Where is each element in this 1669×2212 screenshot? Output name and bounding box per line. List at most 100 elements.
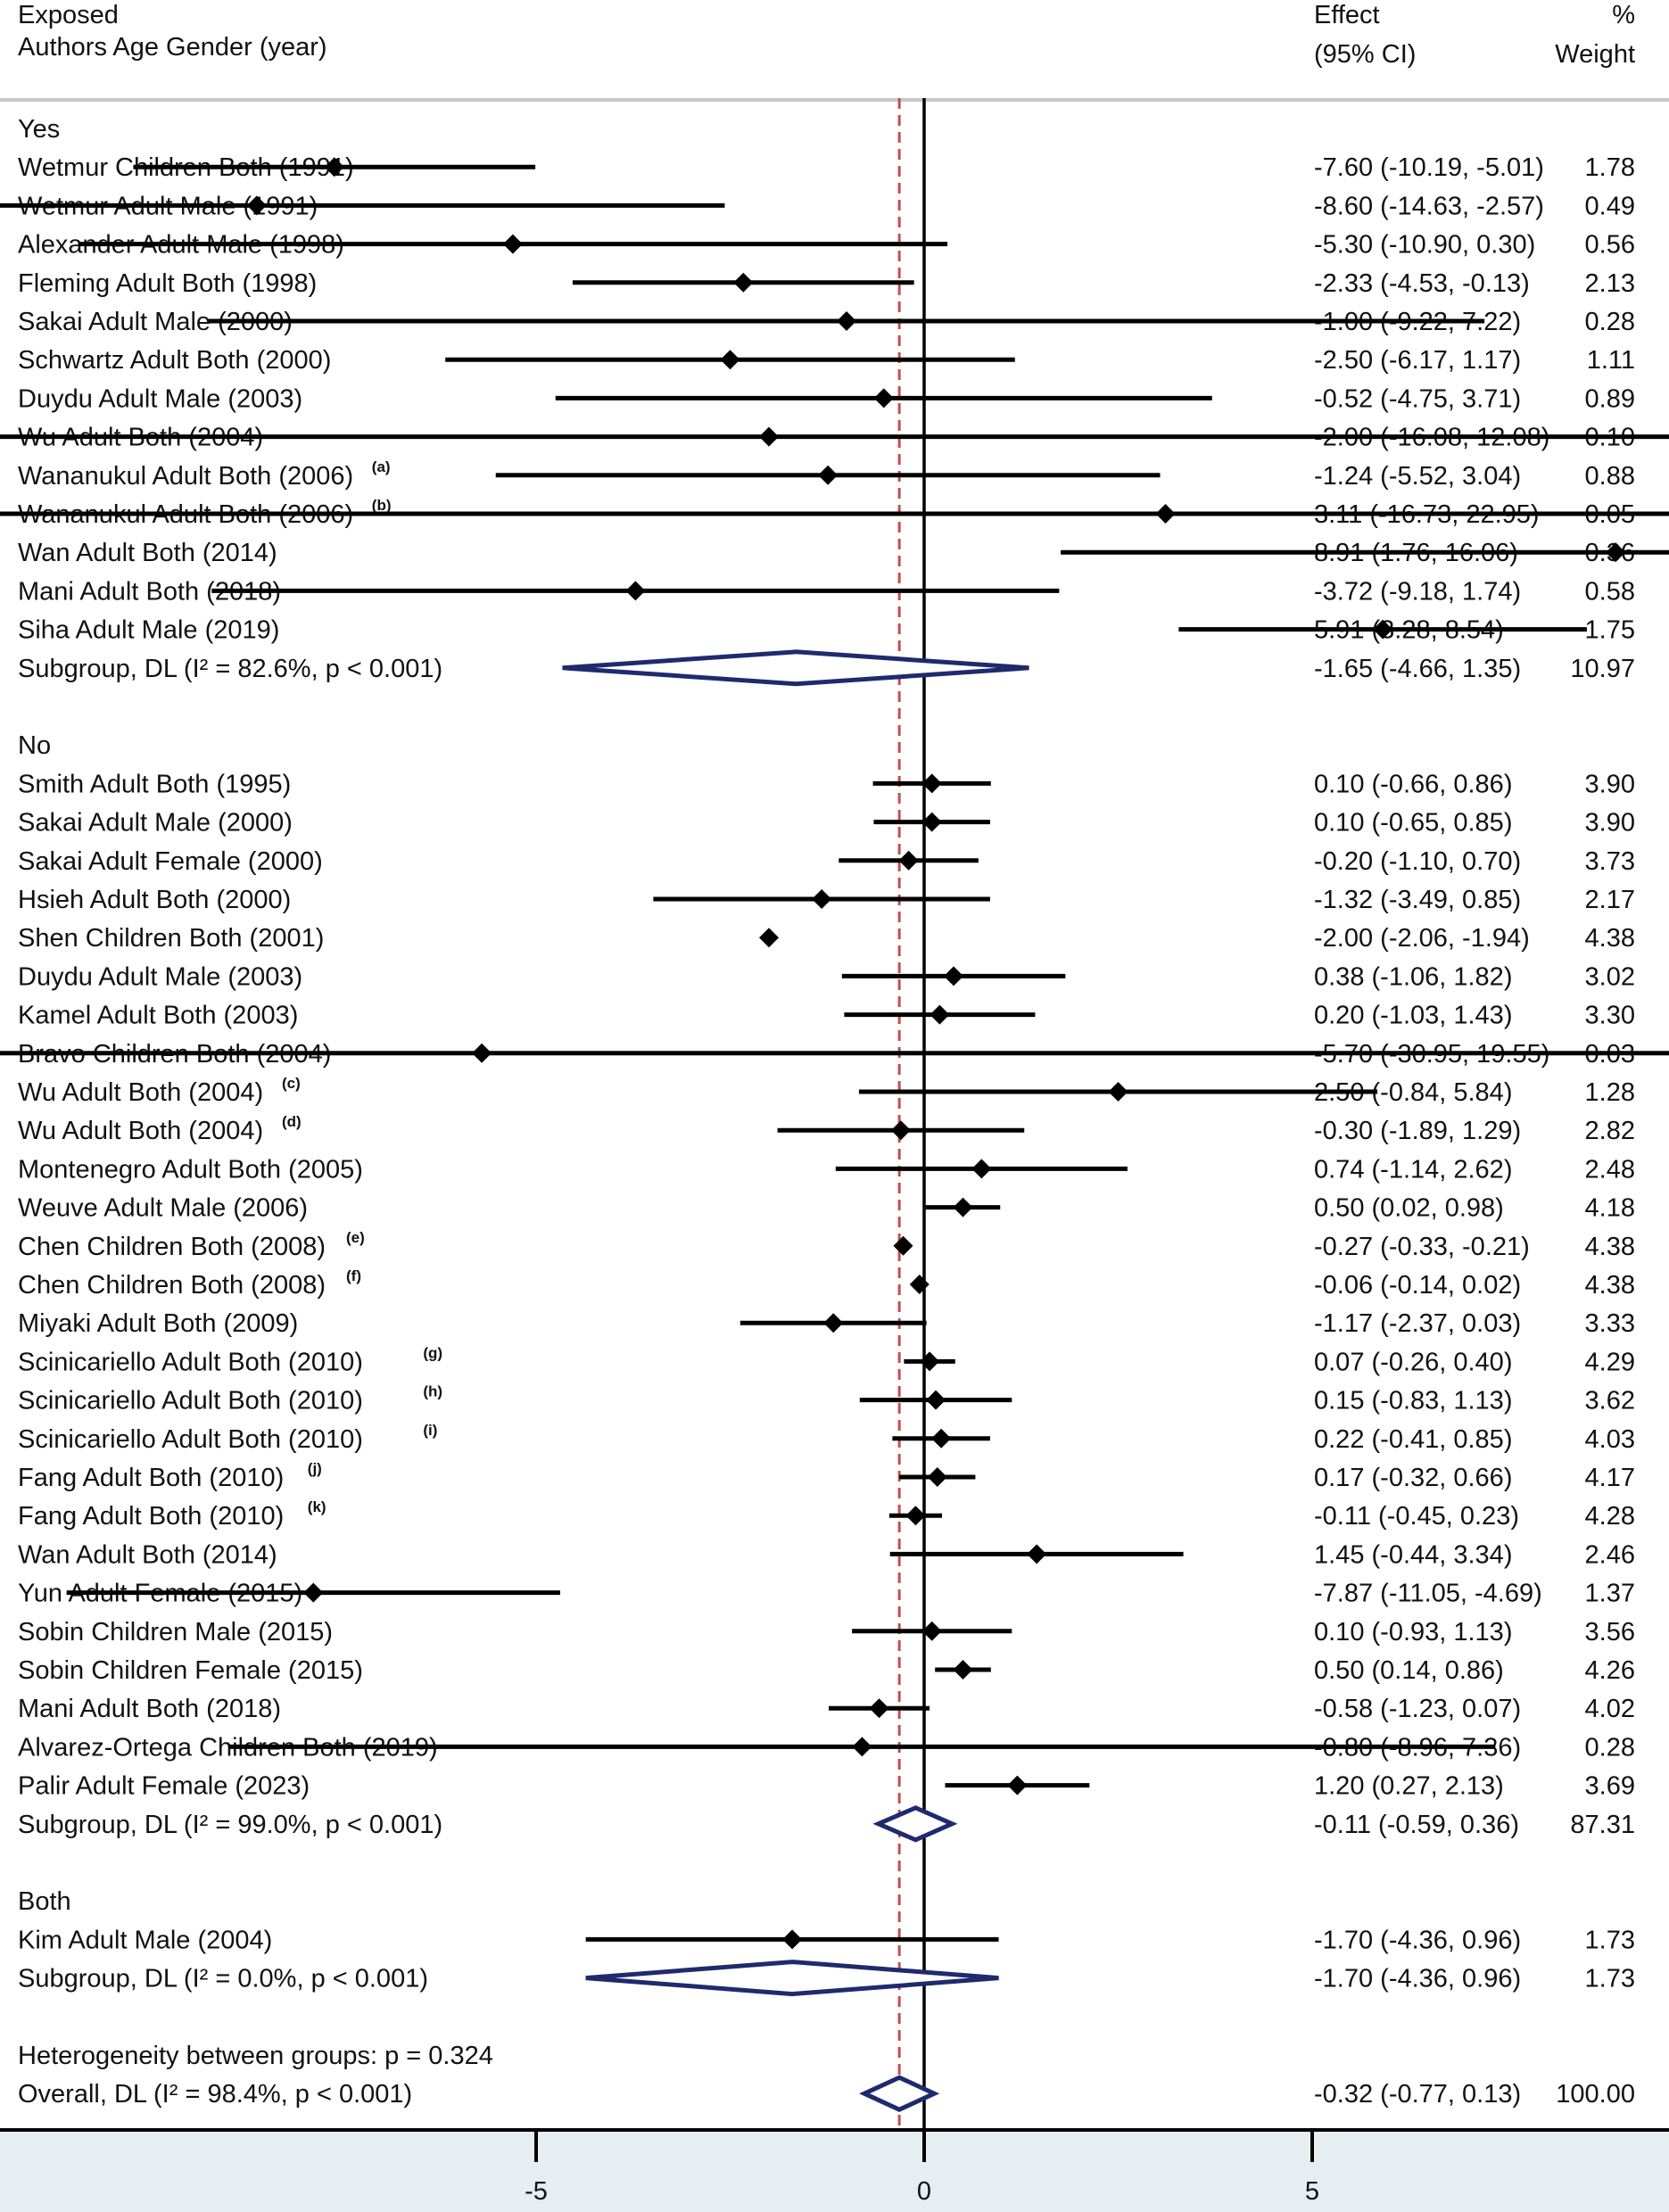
group-label: Both bbox=[18, 1887, 71, 1916]
row-label: Sakai Adult Female (2000) bbox=[18, 847, 323, 876]
point-estimate bbox=[818, 465, 839, 485]
point-estimate bbox=[905, 1506, 926, 1526]
row-label: Fleming Adult Both (1998) bbox=[18, 269, 317, 298]
weight-text: 100.00 bbox=[1556, 2080, 1635, 2109]
row-label: Smith Adult Both (1995) bbox=[18, 770, 291, 798]
row-label: Montenegro Adult Both (2005) bbox=[18, 1155, 363, 1184]
point-estimate bbox=[837, 311, 856, 331]
footnote-marker: (i) bbox=[423, 1422, 437, 1439]
point-estimate bbox=[869, 1698, 889, 1719]
effect-ci-text: 0.10 (-0.93, 1.13) bbox=[1314, 1618, 1512, 1647]
effect-ci-text: -3.72 (-9.18, 1.74) bbox=[1314, 577, 1521, 606]
point-estimate bbox=[720, 350, 740, 370]
point-estimate bbox=[625, 581, 646, 601]
effect-ci-text: 0.10 (-0.66, 0.86) bbox=[1314, 770, 1512, 798]
point-estimate bbox=[921, 1621, 942, 1641]
weight-text: 4.17 bbox=[1585, 1464, 1635, 1492]
footnote-marker: (g) bbox=[423, 1344, 442, 1361]
point-estimate bbox=[873, 388, 894, 409]
effect-ci-text: -2.00 (-2.06, -1.94) bbox=[1314, 924, 1530, 953]
point-estimate bbox=[893, 1235, 913, 1256]
weight-text: 3.30 bbox=[1585, 1002, 1635, 1030]
header-exposed: Exposed bbox=[18, 1, 119, 29]
point-estimate bbox=[921, 773, 942, 794]
effect-ci-text: 0.50 (0.02, 0.98) bbox=[1314, 1194, 1504, 1223]
weight-text: 2.13 bbox=[1585, 269, 1635, 298]
weight-text: 4.38 bbox=[1585, 924, 1635, 953]
effect-ci-text: 0.50 (0.14, 0.86) bbox=[1314, 1656, 1504, 1685]
subgroup-diamond bbox=[872, 1805, 958, 1843]
row-label: Fang Adult Both (2010) bbox=[18, 1464, 284, 1492]
marks-layer bbox=[0, 98, 1669, 2130]
weight-text: 2.48 bbox=[1585, 1155, 1635, 1184]
weight-text: 3.69 bbox=[1585, 1772, 1635, 1801]
weight-text: 4.28 bbox=[1585, 1502, 1635, 1531]
point-estimate bbox=[898, 850, 919, 871]
row-label: Duydu Adult Male (2003) bbox=[18, 962, 302, 991]
weight-text: 3.02 bbox=[1585, 962, 1635, 991]
weight-text: 1.78 bbox=[1585, 153, 1635, 182]
weight-text: 2.46 bbox=[1585, 1540, 1635, 1569]
row-label: Kamel Adult Both (2003) bbox=[18, 1002, 298, 1030]
point-estimate bbox=[759, 426, 779, 447]
group-label: Yes bbox=[18, 115, 60, 144]
point-estimate bbox=[1027, 1544, 1047, 1564]
effect-ci-text: 0.17 (-0.32, 0.66) bbox=[1314, 1464, 1512, 1492]
point-estimate bbox=[1155, 504, 1176, 524]
point-estimate bbox=[303, 1582, 324, 1603]
weight-text: 3.56 bbox=[1585, 1618, 1635, 1647]
row-label: Mani Adult Both (2018) bbox=[18, 1695, 281, 1723]
effect-ci-text: -0.58 (-1.23, 0.07) bbox=[1314, 1695, 1521, 1723]
row-label: Sobin Children Female (2015) bbox=[18, 1656, 363, 1685]
weight-text: 2.82 bbox=[1585, 1117, 1635, 1145]
weight-text: 4.38 bbox=[1585, 1233, 1635, 1261]
point-estimate bbox=[1373, 619, 1393, 640]
point-estimate bbox=[823, 1313, 844, 1333]
header-percent: % bbox=[1612, 1, 1635, 29]
header-weight: Weight bbox=[1555, 40, 1635, 69]
effect-ci-text: -7.87 (-11.05, -4.69) bbox=[1314, 1580, 1542, 1608]
weight-text: 3.90 bbox=[1585, 770, 1635, 798]
row-label: Shen Children Both (2001) bbox=[18, 924, 324, 953]
footnote-marker: (e) bbox=[346, 1229, 365, 1246]
point-estimate bbox=[944, 966, 964, 986]
row-label: Subgroup, DL (I² = 99.0%, p < 0.001) bbox=[18, 1811, 442, 1839]
weight-text: 0.56 bbox=[1585, 231, 1635, 260]
row-label: Wananukul Adult Both (2006) bbox=[18, 462, 353, 491]
effect-ci-text: -1.65 (-4.66, 1.35) bbox=[1314, 655, 1521, 683]
axis-band bbox=[0, 2130, 1669, 2212]
effect-ci-text: -2.33 (-4.53, -0.13) bbox=[1314, 269, 1530, 298]
heterogeneity-note: Heterogeneity between groups: p = 0.324 bbox=[18, 2042, 493, 2070]
point-estimate bbox=[930, 1004, 950, 1025]
effect-ci-text: -8.60 (-14.63, -2.57) bbox=[1314, 192, 1544, 220]
point-estimate bbox=[890, 1120, 911, 1141]
point-estimate bbox=[472, 1043, 492, 1063]
header-authors: Authors Age Gender (year) bbox=[18, 33, 327, 62]
row-label: Scinicariello Adult Both (2010) bbox=[18, 1425, 363, 1454]
x-axis: -5 0 5 bbox=[525, 2128, 1319, 2206]
effect-ci-text: 0.22 (-0.41, 0.85) bbox=[1314, 1425, 1512, 1454]
point-estimate bbox=[324, 157, 344, 177]
point-estimate bbox=[971, 1159, 992, 1179]
point-estimate bbox=[733, 272, 754, 293]
point-estimate bbox=[931, 1428, 952, 1449]
point-estimate bbox=[927, 1467, 947, 1487]
effect-ci-text: 1.45 (-0.44, 3.34) bbox=[1314, 1540, 1512, 1569]
weight-text: 0.28 bbox=[1585, 1733, 1635, 1762]
footnote-marker: (h) bbox=[423, 1383, 442, 1400]
row-label: Weuve Adult Male (2006) bbox=[18, 1194, 308, 1223]
point-estimate bbox=[909, 1275, 930, 1294]
weight-text: 0.49 bbox=[1585, 192, 1635, 220]
header-effect: Effect bbox=[1314, 1, 1380, 29]
row-label: Wu Adult Both (2004) bbox=[18, 1117, 263, 1145]
weight-text: 4.18 bbox=[1585, 1194, 1635, 1223]
weight-text: 4.29 bbox=[1585, 1348, 1635, 1376]
point-estimate bbox=[782, 1929, 803, 1950]
effect-ci-text: 0.20 (-1.03, 1.43) bbox=[1314, 1002, 1512, 1030]
row-label: Hsieh Adult Both (2000) bbox=[18, 886, 291, 914]
effect-ci-text: -0.11 (-0.45, 0.23) bbox=[1314, 1502, 1519, 1531]
x-tick-label: -5 bbox=[525, 2177, 548, 2206]
row-label: Subgroup, DL (I² = 0.0%, p < 0.001) bbox=[18, 1965, 428, 1993]
